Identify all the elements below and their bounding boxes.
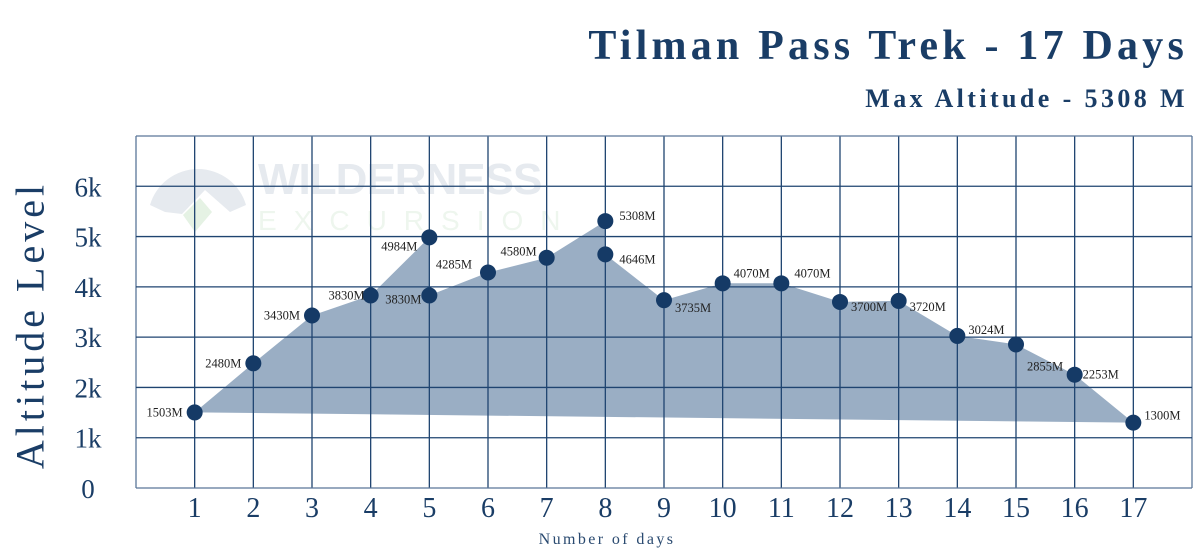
data-point-label: 4646M bbox=[619, 252, 655, 266]
data-point-dot bbox=[773, 275, 790, 292]
x-tick-label: 5 bbox=[422, 493, 436, 524]
y-tick-label: 2k bbox=[75, 373, 103, 403]
data-point-label: 1503M bbox=[147, 405, 183, 419]
data-point-dot bbox=[1125, 414, 1142, 431]
x-tick-label: 13 bbox=[885, 493, 913, 524]
data-point-label: 1300M bbox=[1144, 409, 1180, 423]
data-point-dot bbox=[304, 307, 320, 324]
data-point-label: 4070M bbox=[734, 266, 770, 280]
data-point-dot bbox=[1066, 366, 1083, 383]
data-point-label: 5308M bbox=[619, 209, 655, 223]
watermark-line1: WILDERNESS bbox=[258, 155, 541, 204]
data-point-dot bbox=[597, 213, 614, 230]
data-point-dot bbox=[714, 275, 731, 292]
data-point-label: 3735M bbox=[675, 301, 711, 315]
data-point-dot bbox=[245, 355, 262, 372]
data-point-label: 3830M bbox=[329, 288, 365, 302]
x-tick-label: 12 bbox=[826, 493, 854, 524]
grid-lines bbox=[135, 135, 1193, 489]
data-point-dot bbox=[186, 404, 203, 421]
data-point-dot bbox=[538, 249, 555, 266]
data-point-label: 4285M bbox=[436, 258, 472, 272]
data-point-dot bbox=[421, 229, 438, 246]
data-points bbox=[186, 213, 1142, 431]
data-point-dot bbox=[832, 293, 848, 310]
x-axis-title: Number of days bbox=[538, 531, 676, 548]
x-tick-label: 11 bbox=[768, 493, 795, 524]
chart-title: Tilman Pass Trek - 17 Days bbox=[588, 23, 1188, 69]
x-tick-label: 3 bbox=[305, 493, 319, 524]
y-tick-label: 6k bbox=[75, 172, 103, 202]
data-point-dot bbox=[421, 287, 438, 304]
x-tick-label: 4 bbox=[364, 493, 378, 524]
data-point-label: 3720M bbox=[910, 300, 946, 314]
x-tick-label: 15 bbox=[1002, 493, 1030, 524]
data-point-dot bbox=[656, 292, 672, 309]
y-tick-label: 5k bbox=[75, 223, 103, 253]
data-point-dot bbox=[1008, 336, 1024, 353]
x-tick-label: 2 bbox=[246, 493, 260, 524]
data-point-dot bbox=[949, 327, 966, 344]
x-tick-label: 9 bbox=[657, 493, 671, 524]
x-axis-ticks: 1 2 3 4 5 6 7 8 9 10 11 12 13 14 15 16 17 bbox=[188, 493, 1148, 524]
x-tick-label: 8 bbox=[598, 493, 612, 524]
data-labels: 1503M 2480M 3430M 3830M 4984M 3830M 4285M 4580M… bbox=[147, 209, 1181, 423]
y-tick-label: 1k bbox=[75, 424, 103, 454]
data-point-dot bbox=[362, 287, 379, 304]
data-point-label: 3430M bbox=[264, 309, 300, 323]
data-point-label: 4070M bbox=[794, 266, 830, 280]
x-tick-label: 16 bbox=[1061, 493, 1089, 524]
y-axis-ticks: 0 1k 2k 3k 4k 5k 6k bbox=[75, 172, 103, 504]
x-tick-label: 17 bbox=[1119, 493, 1147, 524]
data-point-label: 3830M bbox=[385, 292, 421, 306]
x-tick-label: 10 bbox=[709, 493, 737, 524]
x-tick-label: 7 bbox=[540, 493, 554, 524]
data-point-label: 2480M bbox=[205, 356, 241, 370]
y-tick-label: 4k bbox=[75, 273, 103, 303]
watermark: WILDERNESS EXCURSION bbox=[150, 155, 577, 236]
y-tick-label: 0 bbox=[81, 474, 95, 504]
x-tick-label: 14 bbox=[943, 493, 971, 524]
data-point-label: 4580M bbox=[501, 245, 537, 259]
x-tick-label: 6 bbox=[481, 493, 495, 524]
chart-subtitle: Max Altitude - 5308 M bbox=[865, 84, 1188, 113]
x-tick-label: 1 bbox=[188, 493, 202, 524]
y-tick-label: 3k bbox=[75, 323, 103, 353]
data-point-label: 3024M bbox=[968, 323, 1004, 337]
data-point-label: 2855M bbox=[1027, 359, 1063, 373]
data-point-label: 4984M bbox=[381, 239, 417, 253]
mountain-logo-icon bbox=[150, 169, 246, 232]
data-point-dot bbox=[890, 292, 907, 309]
data-point-label: 3700M bbox=[851, 300, 887, 314]
data-point-dot bbox=[597, 246, 614, 263]
data-point-dot bbox=[480, 264, 496, 281]
data-point-label: 2253M bbox=[1083, 368, 1119, 382]
watermark-line2: EXCURSION bbox=[258, 205, 577, 236]
